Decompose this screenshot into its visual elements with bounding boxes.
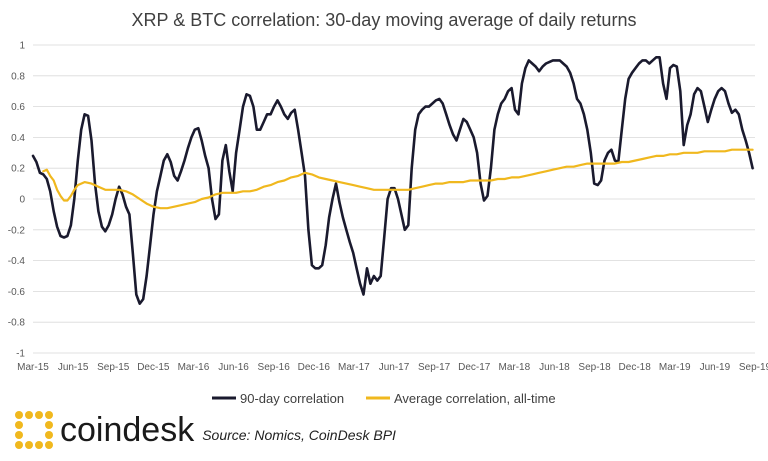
x-tick-label: Dec-15 <box>137 362 170 373</box>
x-tick-label: Sep-17 <box>418 362 451 373</box>
y-tick-label: -0.6 <box>8 287 26 298</box>
y-tick-label: 0.8 <box>11 71 25 82</box>
x-tick-label: Mar-18 <box>498 362 530 373</box>
series-line-1 <box>42 148 754 210</box>
x-tick-label: Dec-18 <box>619 362 652 373</box>
y-tick-label: -0.2 <box>8 225 26 236</box>
legend: 90-day correlation Average correlation, … <box>212 391 556 406</box>
x-tick-label: Sep-18 <box>578 362 611 373</box>
x-tick-label: Jun-17 <box>379 362 410 373</box>
x-tick-label: Jun-19 <box>700 362 731 373</box>
x-tick-label: Sep-19 <box>739 362 768 373</box>
y-tick-labels: 1 0.8 0.6 0.4 0.2 0 -0.2 -0.4 -0.6 -0.8 -1 <box>8 41 26 360</box>
y-tick-label: -0.8 <box>8 318 26 329</box>
legend-label-90-day-correlation: 90-day correlation <box>240 391 344 406</box>
series-line-0 <box>31 56 754 305</box>
x-tick-label: Dec-16 <box>298 362 331 373</box>
x-tick-label: Mar-19 <box>659 362 691 373</box>
brand-wordmark: coindesk <box>60 411 195 449</box>
y-tick-label: 0.4 <box>11 133 25 144</box>
x-tick-label: Mar-17 <box>338 362 370 373</box>
x-tick-label: Mar-16 <box>178 362 210 373</box>
y-tick-label: 0.2 <box>11 164 25 175</box>
chart-title: XRP & BTC correlation: 30-day moving ave… <box>132 10 637 30</box>
legend-label-average-correlation: Average correlation, all-time <box>394 391 556 406</box>
series-lines <box>31 56 754 305</box>
x-tick-label: Mar-15 <box>17 362 49 373</box>
x-tick-label: Sep-15 <box>97 362 130 373</box>
source-note: Source: Nomics, CoinDesk BPI <box>202 427 396 443</box>
gridlines <box>33 44 755 354</box>
x-tick-label: Dec-17 <box>458 362 491 373</box>
x-tick-label: Sep-16 <box>258 362 291 373</box>
x-tick-label: Jun-15 <box>58 362 89 373</box>
x-tick-labels: Mar-15 Jun-15 Sep-15 Dec-15 Mar-16 Jun-16 Sep-… <box>17 362 768 373</box>
y-tick-label: -0.4 <box>8 256 26 267</box>
x-tick-label: Jun-18 <box>539 362 570 373</box>
y-tick-label: 0.6 <box>11 102 25 113</box>
y-tick-label: 1 <box>19 41 25 52</box>
y-tick-label: 0 <box>19 195 25 206</box>
y-tick-label: -1 <box>16 349 25 360</box>
coindesk-logo-icon <box>14 410 54 450</box>
x-tick-label: Jun-16 <box>218 362 249 373</box>
footer: coindesk Source: Nomics, CoinDesk BPI <box>14 410 396 450</box>
